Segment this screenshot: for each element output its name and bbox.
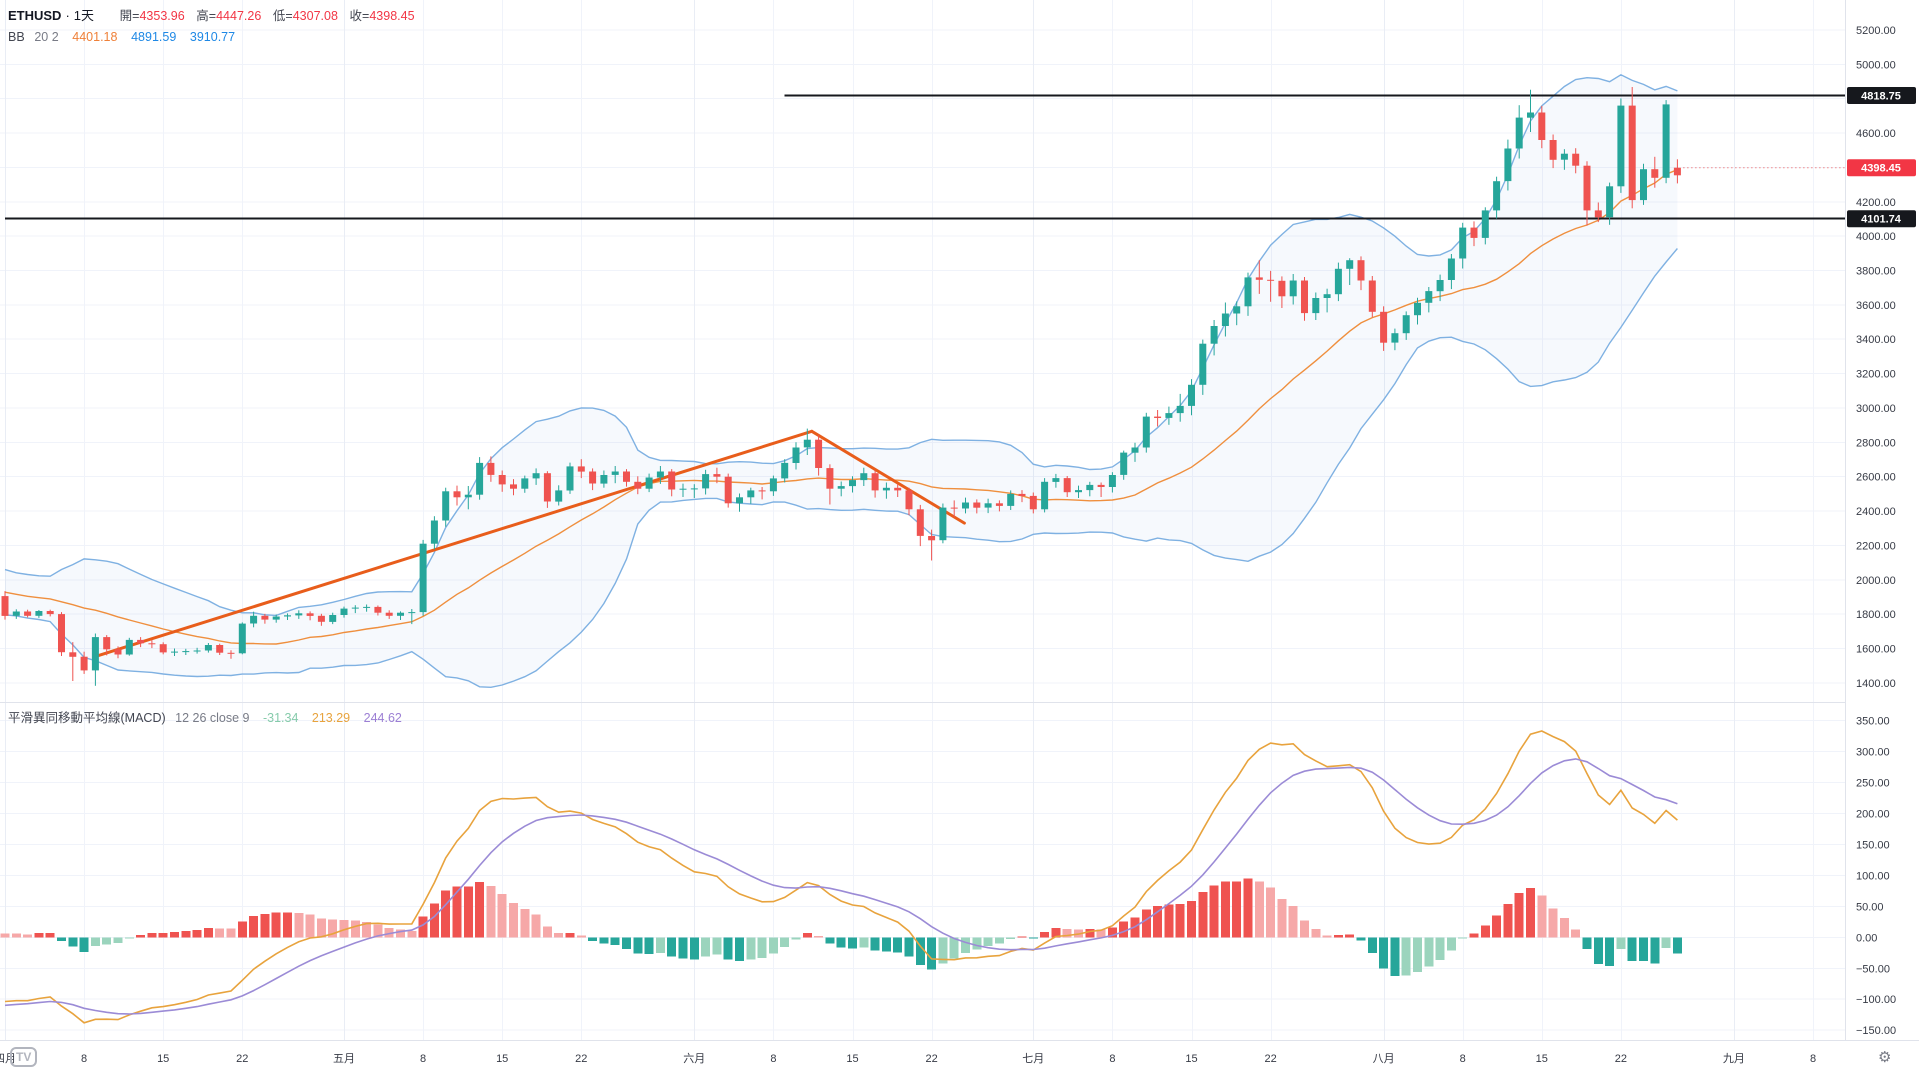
svg-text:15: 15	[1185, 1053, 1197, 1065]
ohlc-legend-row[interactable]: ETHUSD · 1天 開=4353.96 高=4447.26 低=4307.08 …	[8, 6, 415, 27]
svg-text:8: 8	[1460, 1053, 1466, 1065]
svg-text:3600.00: 3600.00	[1856, 300, 1896, 312]
horizontal-line-drawings[interactable]	[5, 94, 1845, 220]
symbol-name: ETHUSD	[8, 8, 62, 23]
svg-text:2600.00: 2600.00	[1856, 472, 1896, 484]
svg-text:4398.45: 4398.45	[1861, 163, 1901, 175]
svg-text:五月: 五月	[333, 1053, 355, 1065]
svg-text:−150.00: −150.00	[1856, 1025, 1896, 1037]
svg-text:22: 22	[925, 1053, 937, 1065]
svg-text:8: 8	[420, 1053, 426, 1065]
svg-text:3000.00: 3000.00	[1856, 403, 1896, 415]
svg-text:九月: 九月	[1723, 1052, 1745, 1065]
svg-text:5200.00: 5200.00	[1856, 25, 1896, 37]
svg-text:8: 8	[81, 1053, 87, 1065]
bb-name: BB	[8, 30, 25, 44]
svg-text:250.00: 250.00	[1856, 778, 1890, 790]
close-label: 收=	[349, 9, 370, 23]
svg-text:150.00: 150.00	[1856, 839, 1890, 851]
svg-text:八月: 八月	[1373, 1053, 1395, 1065]
macd-params: 12 26 close 9	[175, 711, 250, 725]
svg-text:4000.00: 4000.00	[1856, 231, 1896, 243]
svg-text:22: 22	[1615, 1053, 1627, 1065]
macd-signal-value: 244.62	[363, 711, 402, 725]
svg-text:六月: 六月	[683, 1052, 705, 1065]
svg-text:22: 22	[575, 1053, 587, 1065]
svg-text:3800.00: 3800.00	[1856, 266, 1896, 278]
svg-text:4101.74: 4101.74	[1861, 214, 1902, 226]
svg-text:1800.00: 1800.00	[1856, 609, 1896, 621]
svg-text:15: 15	[496, 1053, 508, 1065]
macd-histogram	[0, 878, 1682, 976]
time-axis[interactable]	[0, 1040, 1919, 1079]
svg-text:2800.00: 2800.00	[1856, 437, 1896, 449]
macd-hist-value: -31.34	[262, 711, 299, 725]
svg-text:50.00: 50.00	[1856, 901, 1884, 913]
close-value: 4398.45	[369, 9, 415, 23]
svg-text:300.00: 300.00	[1856, 747, 1890, 759]
svg-text:3400.00: 3400.00	[1856, 334, 1896, 346]
tradingview-logo[interactable]: TV	[10, 1047, 38, 1067]
bb-legend-row[interactable]: BB 20 2 4401.18 4891.59 3910.77	[8, 27, 415, 48]
macd-line-value: 213.29	[311, 711, 351, 725]
high-label: 高=	[196, 9, 217, 23]
last-price-badge: 4398.45	[1847, 159, 1916, 177]
svg-text:3200.00: 3200.00	[1856, 369, 1896, 381]
svg-text:8: 8	[770, 1053, 776, 1065]
macd-legend-row[interactable]: 平滑異同移動平均線(MACD) 12 26 close 9 -31.34 213…	[8, 707, 402, 726]
legend-separator: ·	[65, 8, 70, 23]
candlestick-series[interactable]	[1, 87, 1681, 686]
svg-text:200.00: 200.00	[1856, 809, 1890, 821]
svg-text:2200.00: 2200.00	[1856, 540, 1896, 552]
svg-text:15: 15	[157, 1053, 169, 1065]
svg-text:15: 15	[846, 1053, 858, 1065]
trend-line-drawings[interactable]	[97, 429, 966, 657]
svg-text:1400.00: 1400.00	[1856, 678, 1896, 690]
svg-text:−50.00: −50.00	[1856, 963, 1890, 975]
level-price-badge: 4101.74	[1847, 210, 1916, 228]
svg-text:4818.75: 4818.75	[1861, 91, 1901, 103]
svg-text:22: 22	[236, 1053, 248, 1065]
symbol-legend: ETHUSD · 1天 開=4353.96 高=4447.26 低=4307.08 …	[8, 6, 415, 48]
interval-label: 1天	[73, 8, 95, 23]
low-value: 4307.08	[292, 9, 338, 23]
svg-text:1600.00: 1600.00	[1856, 644, 1896, 656]
price-axis[interactable]	[1845, 0, 1919, 1040]
svg-text:七月: 七月	[1022, 1052, 1044, 1065]
svg-text:4200.00: 4200.00	[1856, 197, 1896, 209]
gear-icon[interactable]: ⚙︎	[1878, 1049, 1892, 1066]
svg-text:15: 15	[1536, 1053, 1548, 1065]
svg-text:350.00: 350.00	[1856, 716, 1890, 728]
svg-text:22: 22	[1264, 1053, 1276, 1065]
svg-text:8: 8	[1109, 1053, 1115, 1065]
svg-text:−100.00: −100.00	[1856, 994, 1896, 1006]
svg-text:5000.00: 5000.00	[1856, 59, 1896, 71]
macd-name: 平滑異同移動平均線(MACD)	[8, 711, 166, 725]
low-label: 低=	[272, 9, 293, 23]
svg-text:100.00: 100.00	[1856, 870, 1890, 882]
bb-basis-value: 4401.18	[72, 30, 118, 44]
open-label: 開=	[119, 9, 140, 23]
open-value: 4353.96	[139, 9, 185, 23]
svg-text:4600.00: 4600.00	[1856, 128, 1896, 140]
high-value: 4447.26	[216, 9, 262, 23]
macd-lines	[4, 730, 1678, 1024]
level-price-badge: 4818.75	[1847, 87, 1916, 104]
svg-text:8: 8	[1810, 1053, 1816, 1065]
svg-text:2400.00: 2400.00	[1856, 506, 1896, 518]
time-axis-labels: 四月81522五月81522六月81522七月81522八月81522九月8	[0, 1040, 1919, 1079]
bb-lower-value: 3910.77	[189, 30, 236, 44]
svg-text:2000.00: 2000.00	[1856, 575, 1896, 587]
bb-params: 20 2	[34, 30, 59, 44]
svg-text:0.00: 0.00	[1856, 932, 1877, 944]
bb-upper-value: 4891.59	[131, 30, 177, 44]
